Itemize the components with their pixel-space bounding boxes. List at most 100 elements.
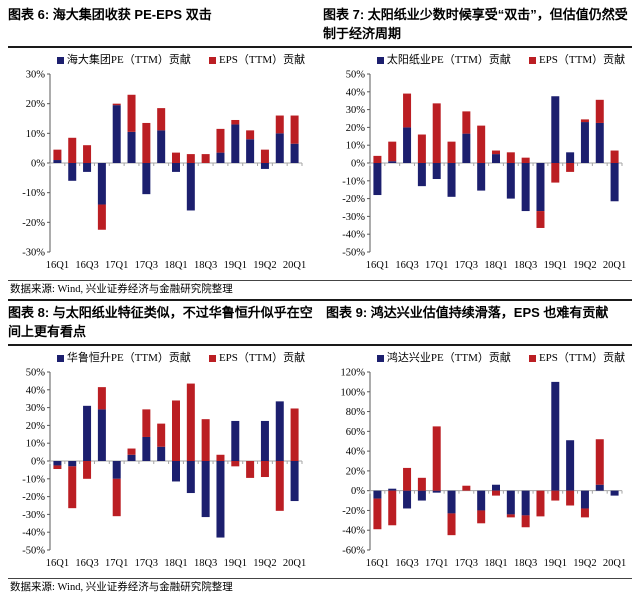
pe-bar-segment — [127, 454, 136, 461]
y-tick-label: -50% — [342, 248, 365, 259]
pe-bar-segment — [580, 122, 589, 163]
legend-label-eps: EPS（TTM）贡献 — [538, 352, 626, 364]
pe-bar-segment — [68, 461, 77, 467]
pe-series-swatch — [376, 56, 384, 64]
pe-series-swatch — [56, 56, 64, 64]
pe-bar-segment — [551, 96, 560, 163]
divider — [8, 280, 632, 281]
x-tick-label: 17Q1 — [105, 260, 128, 271]
bar-chart-hualu: -50% -40% -30% -20% -10% 0% 10% 20% 30% 40% 50% 16Q… — [22, 368, 306, 570]
pe-bar-segment — [83, 405, 92, 461]
x-tick-label: 19Q1 — [544, 558, 567, 569]
pe-bar-segment — [492, 484, 500, 491]
legend-item-eps: EPS（TTM）贡献 — [208, 351, 305, 365]
eps-bar-segment — [68, 137, 77, 163]
eps-series-swatch — [208, 354, 216, 362]
y-tick-label: 30% — [346, 105, 366, 116]
pe-bar-segment — [506, 163, 515, 199]
pe-bar-segment — [260, 163, 269, 169]
x-tick-label: 18Q3 — [514, 260, 537, 271]
eps-bar-segment — [595, 99, 604, 123]
y-tick-label: 10% — [26, 439, 46, 450]
pe-bar-segment — [417, 163, 426, 187]
x-tick-label: 18Q3 — [194, 558, 217, 569]
pe-bar-segment — [521, 163, 530, 212]
x-tick-label: 17Q3 — [135, 260, 158, 271]
x-tick-label: 16Q1 — [366, 558, 389, 569]
pe-bar-segment — [275, 133, 284, 163]
pe-bar-segment — [172, 461, 180, 482]
pe-bar-segment — [68, 163, 77, 181]
x-tick-label: 20Q1 — [283, 558, 306, 569]
chart-legend: 鸿达兴业PE（TTM）贡献 EPS（TTM）贡献 — [362, 351, 640, 365]
pe-bar-segment — [157, 130, 166, 163]
eps-bar-segment — [447, 513, 456, 536]
y-tick-label: -30% — [22, 510, 45, 521]
y-tick-label: -20% — [342, 506, 365, 517]
eps-bar-segment — [127, 448, 136, 455]
pe-bar-segment — [97, 163, 106, 205]
y-tick-label: -10% — [22, 188, 45, 199]
eps-bar-segment — [246, 461, 255, 478]
x-tick-label: 18Q1 — [484, 558, 507, 569]
eps-bar-segment — [172, 152, 180, 163]
eps-bar-segment — [68, 466, 77, 509]
eps-bar-segment — [260, 461, 269, 478]
pe-bar-segment — [566, 440, 575, 491]
divider — [8, 299, 632, 301]
figure9-title: 图表 9: 鸿达兴业估值持续滑落，EPS 也难有贡献 — [326, 305, 609, 320]
pe-bar-segment — [275, 401, 284, 461]
eps-bar-segment — [112, 478, 121, 517]
eps-bar-segment — [477, 125, 486, 163]
eps-bar-segment — [53, 149, 62, 161]
eps-bar-segment — [83, 461, 92, 479]
pe-bar-segment — [403, 127, 412, 163]
y-tick-label: 20% — [26, 421, 46, 432]
eps-bar-segment — [112, 103, 121, 106]
figure8-title: 图表 8: 与太阳纸业特征类似，不过华鲁恒升似乎在空间上更有看点 — [8, 305, 313, 339]
eps-bar-segment — [492, 150, 500, 155]
figure-header-top: 图表 6: 海大集团收获 PE-EPS 双击 图表 7: 太阳纸业少数时候享受“… — [8, 5, 632, 43]
eps-bar-segment — [290, 408, 299, 461]
legend-item-eps: EPS（TTM）贡献 — [528, 351, 626, 365]
eps-bar-segment — [157, 423, 166, 447]
data-source-top: 数据来源: Wind, 兴业证券经济与金融研究院整理 — [10, 284, 233, 295]
y-tick-label: -10% — [342, 176, 365, 187]
legend-item-pe: 太阳纸业PE（TTM）贡献 — [376, 53, 511, 67]
pe-bar-segment — [53, 461, 62, 466]
pe-bar-segment — [417, 490, 426, 501]
pe-bar-segment — [566, 152, 575, 163]
eps-series-swatch — [528, 354, 536, 362]
figure6-title: 图表 6: 海大集团收获 PE-EPS 双击 — [8, 7, 212, 22]
pe-bar-segment — [53, 160, 62, 163]
chart-legend: 海大集团PE（TTM）贡献 EPS（TTM）贡献 — [42, 53, 320, 67]
pe-bar-segment — [260, 420, 269, 461]
eps-bar-segment — [506, 514, 515, 518]
y-tick-label: 30% — [26, 403, 46, 414]
eps-bar-segment — [83, 145, 92, 163]
y-tick-label: 50% — [346, 70, 366, 81]
x-tick-label: 17Q1 — [425, 558, 448, 569]
eps-bar-segment — [142, 122, 151, 163]
eps-bar-segment — [566, 163, 575, 172]
pe-bar-segment — [186, 461, 195, 494]
eps-bar-segment — [432, 103, 441, 163]
pe-bar-segment — [388, 488, 397, 491]
eps-bar-segment — [432, 426, 441, 491]
bar-chart-taiyang: -50% -40% -30% -20% -10% 0% 10% 20% 30% 40% 50% 16Q… — [342, 70, 626, 272]
eps-bar-segment — [97, 204, 106, 230]
y-tick-label: 40% — [346, 447, 366, 458]
x-tick-label: 18Q3 — [514, 558, 537, 569]
x-tick-label: 18Q1 — [164, 260, 187, 271]
x-tick-label: 19Q2 — [253, 558, 276, 569]
charts-row-bottom: 华鲁恒升PE（TTM）贡献 EPS（TTM）贡献 -50% -40% -30% -20… — [8, 348, 632, 576]
x-tick-label: 19Q2 — [573, 260, 596, 271]
legend-label-eps: EPS（TTM）贡献 — [538, 54, 626, 66]
pe-bar-segment — [492, 154, 500, 163]
legend-item-pe: 华鲁恒升PE（TTM）贡献 — [56, 351, 191, 365]
eps-bar-segment — [231, 119, 240, 125]
y-tick-label: 100% — [341, 387, 366, 398]
y-tick-label: -30% — [22, 248, 45, 259]
eps-bar-segment — [580, 508, 589, 518]
